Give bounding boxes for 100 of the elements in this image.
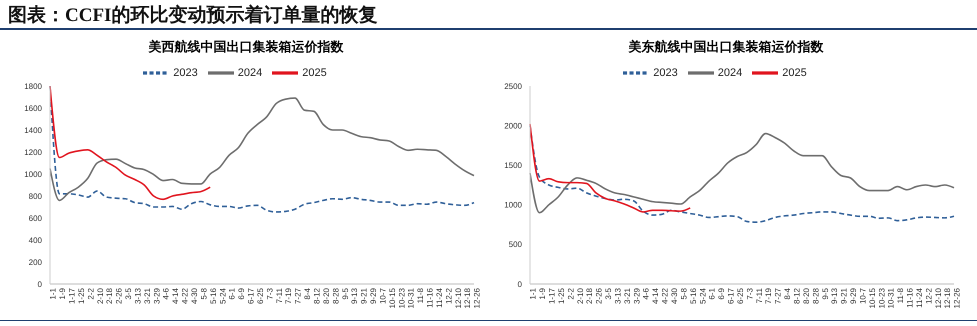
x-tick-label: 7-19 bbox=[764, 287, 774, 304]
x-tick-label: 7-19 bbox=[284, 287, 294, 304]
x-tick-label: 10-7 bbox=[858, 287, 868, 304]
legend-label: 2023 bbox=[653, 66, 678, 79]
x-tick-label: 10-31 bbox=[886, 287, 896, 308]
x-tick-label: 2-26 bbox=[594, 287, 604, 304]
x-tick-label: 7-3 bbox=[745, 287, 754, 300]
x-tick-label: 10-7 bbox=[378, 287, 388, 304]
x-tick-label: 12-10 bbox=[454, 287, 463, 308]
x-tick-label: 7-27 bbox=[774, 287, 783, 304]
legend-label: 2025 bbox=[782, 66, 807, 79]
x-tick-label: 4-30 bbox=[190, 287, 200, 304]
x-tick-label: 2-10 bbox=[96, 287, 105, 304]
x-tick-label: 11-8 bbox=[416, 287, 426, 304]
x-tick-label: 11-24 bbox=[914, 287, 924, 308]
x-tick-label: 8-4 bbox=[783, 287, 792, 300]
x-tick-label: 1-9 bbox=[538, 287, 548, 300]
x-tick-label: 3-29 bbox=[632, 287, 642, 304]
x-tick-label: 4-30 bbox=[670, 287, 680, 304]
x-tick-label: 2-18 bbox=[585, 287, 594, 304]
x-tick-label: 1-17 bbox=[548, 287, 557, 304]
line-series bbox=[529, 123, 691, 213]
x-tick-label: 3-13 bbox=[613, 287, 622, 304]
x-tick-label: 9-21 bbox=[360, 287, 369, 304]
x-tick-label: 8-12 bbox=[792, 287, 802, 304]
x-tick-label: 6-25 bbox=[256, 287, 265, 304]
x-tick-label: 11-24 bbox=[434, 287, 444, 308]
x-tick-label: 7-11 bbox=[274, 287, 284, 304]
x-tick-label: 6-1 bbox=[708, 287, 717, 300]
y-tick-label: 200 bbox=[28, 258, 43, 267]
x-tick-label: 6-17 bbox=[726, 287, 736, 304]
x-tick-label: 4-14 bbox=[171, 287, 180, 304]
x-tick-label: 8-20 bbox=[802, 287, 811, 304]
x-tick-label: 9-5 bbox=[340, 287, 350, 300]
y-tick-label: 400 bbox=[28, 236, 43, 245]
y-tick-label: 0 bbox=[518, 280, 523, 289]
legend-label: 2024 bbox=[238, 66, 262, 79]
x-tick-label: 11-16 bbox=[426, 287, 435, 308]
x-tick-label: 12-18 bbox=[943, 287, 952, 308]
x-tick-label: 10-23 bbox=[397, 287, 406, 308]
x-tick-label: 12-2 bbox=[924, 287, 934, 304]
x-tick-label: 9-13 bbox=[350, 287, 360, 304]
x-tick-label: 6-17 bbox=[246, 287, 256, 304]
x-tick-label: 8-20 bbox=[322, 287, 331, 304]
x-tick-label: 1-1 bbox=[528, 287, 538, 300]
y-tick-label: 1000 bbox=[24, 170, 43, 179]
x-tick-label: 9-29 bbox=[369, 287, 378, 304]
x-tick-label: 1-17 bbox=[68, 287, 77, 304]
y-tick-label: 600 bbox=[28, 214, 43, 223]
y-tick-label: 2500 bbox=[504, 82, 523, 91]
x-tick-label: 5-16 bbox=[688, 287, 698, 304]
x-tick-label: 5-24 bbox=[218, 287, 228, 304]
x-tick-label: 2-2 bbox=[566, 287, 576, 300]
x-tick-label: 6-1 bbox=[228, 287, 237, 300]
line-series bbox=[49, 86, 211, 200]
x-tick-label: 11-8 bbox=[896, 287, 906, 304]
y-tick-label: 1500 bbox=[504, 161, 523, 170]
x-tick-label: 7-11 bbox=[754, 287, 764, 304]
x-tick-label: 9-5 bbox=[820, 287, 830, 300]
y-tick-label: 1400 bbox=[24, 126, 43, 135]
x-tick-label: 3-29 bbox=[152, 287, 162, 304]
legend-label: 2025 bbox=[302, 66, 327, 79]
y-tick-label: 1600 bbox=[24, 104, 43, 113]
x-tick-label: 3-21 bbox=[622, 287, 632, 304]
x-tick-label: 10-15 bbox=[868, 287, 877, 308]
x-tick-label: 11-16 bbox=[906, 287, 915, 308]
x-tick-label: 6-9 bbox=[717, 287, 726, 300]
y-tick-label: 800 bbox=[28, 192, 43, 201]
x-tick-label: 8-28 bbox=[811, 287, 820, 304]
x-tick-label: 10-23 bbox=[877, 287, 886, 308]
x-tick-label: 2-18 bbox=[105, 287, 114, 304]
y-tick-label: 1800 bbox=[24, 82, 43, 91]
x-tick-label: 9-29 bbox=[849, 287, 858, 304]
x-tick-label: 4-6 bbox=[642, 287, 651, 300]
line-series bbox=[49, 97, 475, 202]
x-tick-label: 1-25 bbox=[76, 287, 86, 304]
line-series bbox=[529, 124, 955, 224]
y-tick-label: 0 bbox=[38, 280, 43, 289]
x-tick-label: 4-22 bbox=[660, 287, 670, 304]
x-tick-label: 2-2 bbox=[86, 287, 96, 300]
x-tick-label: 6-25 bbox=[736, 287, 745, 304]
x-tick-label: 12-2 bbox=[444, 287, 454, 304]
x-tick-label: 1-1 bbox=[48, 287, 58, 300]
x-tick-label: 2-10 bbox=[576, 287, 585, 304]
x-tick-label: 3-5 bbox=[124, 287, 134, 300]
line-series bbox=[529, 132, 955, 214]
x-tick-label: 3-5 bbox=[604, 287, 614, 300]
x-tick-label: 2-26 bbox=[114, 287, 124, 304]
y-tick-label: 1000 bbox=[504, 200, 523, 210]
x-tick-label: 7-3 bbox=[265, 287, 274, 300]
x-tick-label: 5-16 bbox=[208, 287, 218, 304]
x-tick-label: 8-12 bbox=[312, 287, 322, 304]
x-tick-label: 4-22 bbox=[180, 287, 190, 304]
x-tick-label: 10-15 bbox=[388, 287, 397, 308]
x-tick-label: 6-9 bbox=[237, 287, 246, 300]
x-tick-label: 1-9 bbox=[58, 287, 68, 300]
x-tick-label: 5-8 bbox=[199, 287, 208, 300]
x-tick-label: 7-27 bbox=[294, 287, 303, 304]
x-tick-label: 12-26 bbox=[472, 287, 482, 308]
text: 图表：CCFI的环比变动预示着订单量的恢复 bbox=[8, 5, 378, 26]
